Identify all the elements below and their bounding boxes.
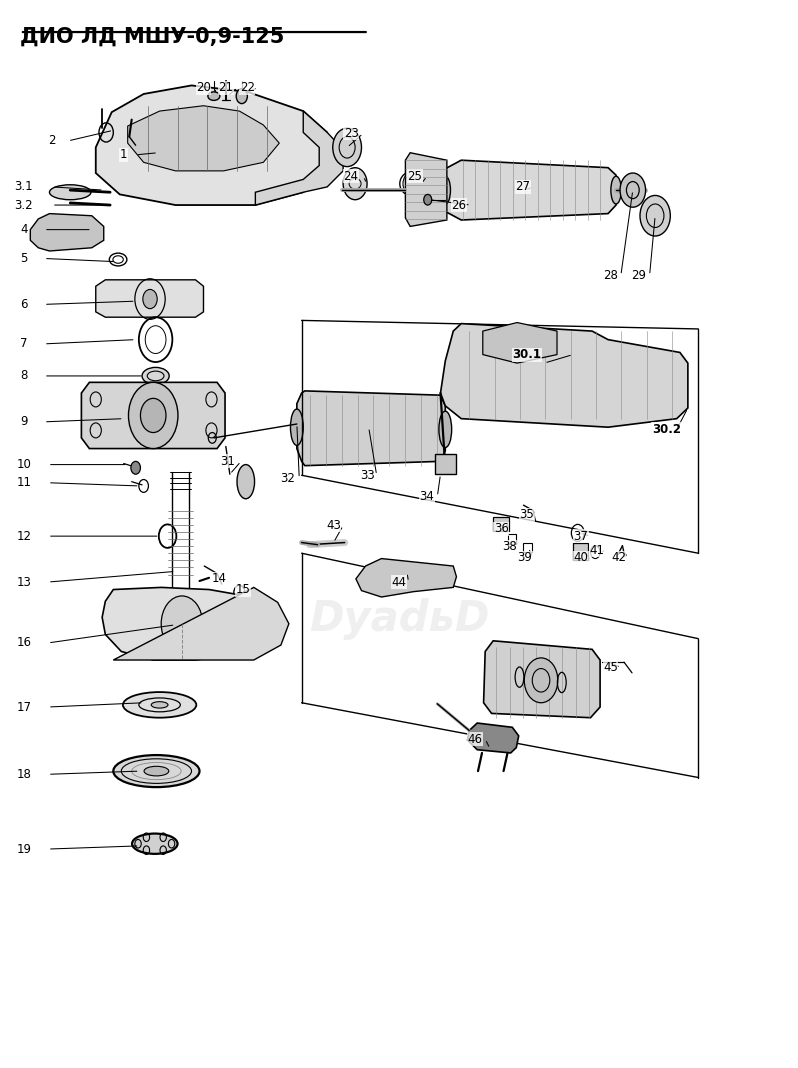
- Text: 41: 41: [590, 544, 604, 556]
- Text: 18: 18: [17, 768, 31, 781]
- Text: 30.2: 30.2: [652, 423, 681, 436]
- Text: 11: 11: [17, 476, 31, 489]
- Ellipse shape: [440, 176, 450, 204]
- Polygon shape: [405, 153, 447, 226]
- Polygon shape: [483, 323, 557, 363]
- Text: 2: 2: [48, 135, 56, 147]
- Text: ДИО ЛД МШУ-0,9-125: ДИО ЛД МШУ-0,9-125: [20, 27, 284, 47]
- Text: 40: 40: [574, 551, 588, 564]
- Text: 24: 24: [344, 170, 358, 183]
- Text: 27: 27: [516, 180, 530, 193]
- Polygon shape: [113, 587, 289, 660]
- Ellipse shape: [132, 833, 177, 854]
- Text: 46: 46: [468, 733, 482, 745]
- Ellipse shape: [144, 767, 169, 775]
- Text: 35: 35: [519, 508, 534, 521]
- Polygon shape: [96, 85, 327, 205]
- Polygon shape: [440, 324, 688, 427]
- Polygon shape: [102, 587, 262, 660]
- Circle shape: [343, 168, 367, 200]
- Circle shape: [236, 89, 247, 104]
- Polygon shape: [128, 106, 279, 171]
- Text: 43: 43: [326, 519, 341, 532]
- Circle shape: [143, 289, 157, 309]
- Polygon shape: [484, 641, 600, 718]
- Text: 4: 4: [20, 223, 28, 236]
- Ellipse shape: [237, 465, 255, 499]
- Text: 26: 26: [452, 199, 466, 211]
- Text: 5: 5: [20, 252, 28, 265]
- Text: 13: 13: [17, 576, 31, 588]
- Text: 45: 45: [603, 661, 618, 674]
- Text: 33: 33: [360, 469, 374, 482]
- Polygon shape: [255, 111, 343, 205]
- Text: 42: 42: [611, 551, 626, 564]
- Circle shape: [640, 195, 670, 236]
- Text: 44: 44: [392, 576, 406, 588]
- Bar: [508, 534, 516, 544]
- Text: 23: 23: [344, 127, 358, 140]
- Bar: [573, 543, 588, 560]
- Circle shape: [424, 194, 432, 205]
- Circle shape: [131, 461, 140, 474]
- Text: 1: 1: [120, 148, 128, 161]
- Text: 37: 37: [574, 530, 588, 543]
- Polygon shape: [297, 391, 445, 466]
- Text: 6: 6: [20, 298, 28, 311]
- Text: 30.1: 30.1: [512, 348, 541, 361]
- Text: 17: 17: [17, 701, 31, 713]
- Polygon shape: [356, 559, 456, 597]
- Circle shape: [620, 173, 646, 207]
- Text: 28: 28: [603, 269, 618, 282]
- Text: 29: 29: [631, 269, 646, 282]
- Circle shape: [333, 128, 361, 167]
- Text: 19: 19: [17, 843, 31, 855]
- Text: 15: 15: [236, 583, 251, 596]
- Text: 3.1: 3.1: [14, 180, 34, 193]
- Circle shape: [161, 596, 203, 651]
- Text: 8: 8: [20, 370, 28, 382]
- Polygon shape: [96, 280, 203, 317]
- Ellipse shape: [142, 367, 169, 384]
- Circle shape: [140, 398, 166, 433]
- Polygon shape: [445, 160, 616, 220]
- Text: 9: 9: [20, 415, 28, 428]
- Polygon shape: [81, 382, 225, 449]
- Text: 3.2: 3.2: [14, 199, 34, 211]
- Ellipse shape: [152, 702, 168, 708]
- Bar: [435, 454, 456, 474]
- Text: 38: 38: [502, 540, 516, 553]
- Ellipse shape: [123, 692, 196, 718]
- Bar: [493, 517, 509, 531]
- Bar: [523, 543, 532, 552]
- Circle shape: [128, 382, 178, 449]
- Text: 34: 34: [420, 490, 434, 503]
- Text: 22: 22: [240, 81, 255, 94]
- Text: 14: 14: [212, 572, 227, 585]
- Polygon shape: [468, 723, 519, 753]
- Text: 25: 25: [408, 170, 422, 183]
- Circle shape: [524, 658, 558, 703]
- Text: 21: 21: [219, 81, 233, 94]
- Polygon shape: [30, 214, 104, 251]
- Text: 16: 16: [17, 637, 31, 649]
- Text: 36: 36: [494, 522, 508, 535]
- Text: 39: 39: [518, 551, 532, 564]
- Ellipse shape: [113, 755, 200, 787]
- Ellipse shape: [49, 185, 91, 200]
- Text: 7: 7: [20, 337, 28, 350]
- Text: 12: 12: [17, 530, 31, 543]
- Ellipse shape: [611, 176, 621, 204]
- Text: 31: 31: [220, 455, 235, 468]
- Text: 10: 10: [17, 458, 31, 471]
- Text: 20: 20: [196, 81, 211, 94]
- Text: 32: 32: [280, 472, 294, 485]
- Ellipse shape: [439, 411, 452, 447]
- Ellipse shape: [290, 409, 303, 445]
- Text: DyadьD: DyadьD: [309, 598, 489, 641]
- Ellipse shape: [207, 92, 219, 100]
